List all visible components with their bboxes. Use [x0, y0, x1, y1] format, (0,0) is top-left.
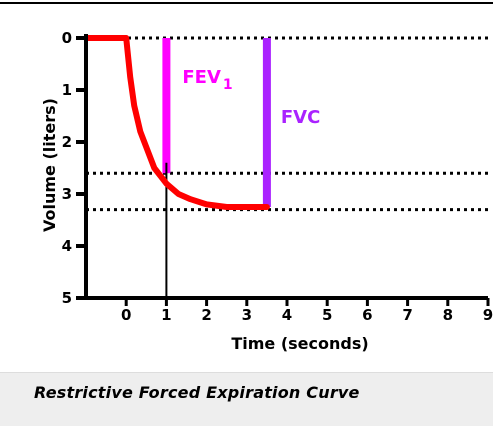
- y-tick-label: 4: [62, 237, 72, 255]
- x-tick-label: 6: [362, 306, 372, 324]
- y-tick-label: 0: [62, 29, 72, 47]
- y-tick-label: 5: [62, 289, 72, 307]
- x-tick-label: 8: [443, 306, 453, 324]
- annotation-subscript: 1: [223, 77, 233, 93]
- y-tick-label: 3: [62, 185, 72, 203]
- y-axis-title: Volume (liters): [40, 98, 59, 232]
- x-tick-label: 3: [242, 306, 252, 324]
- caption-bar: Restrictive Forced Expiration Curve: [0, 372, 493, 426]
- x-tick-label: 2: [201, 306, 211, 324]
- y-tick-label: 1: [62, 81, 72, 99]
- x-tick-label: 4: [282, 306, 292, 324]
- x-tick-label: 1: [161, 306, 171, 324]
- series-curve-0: [83, 35, 270, 210]
- figure-caption: Restrictive Forced Expiration Curve: [34, 383, 360, 402]
- x-tick-label: 5: [322, 306, 332, 324]
- x-axis-title: Time (seconds): [231, 334, 368, 353]
- annotation-label-fvc: FVC: [281, 107, 320, 128]
- annotation-label-fev: FEV 1: [182, 67, 232, 93]
- y-tick-label: 2: [62, 133, 72, 151]
- plot-area: FEV 1 FVC 0 1 2 3 4 5 0 1 2 3 4 5 6 7 8 9: [62, 29, 493, 324]
- x-tick-label: 9: [483, 306, 493, 324]
- annotation-bar-fev: [162, 38, 171, 174]
- x-tick-label: 0: [121, 306, 131, 324]
- x-tick-label: 7: [402, 306, 412, 324]
- annotation-bar-fvc: [262, 38, 271, 207]
